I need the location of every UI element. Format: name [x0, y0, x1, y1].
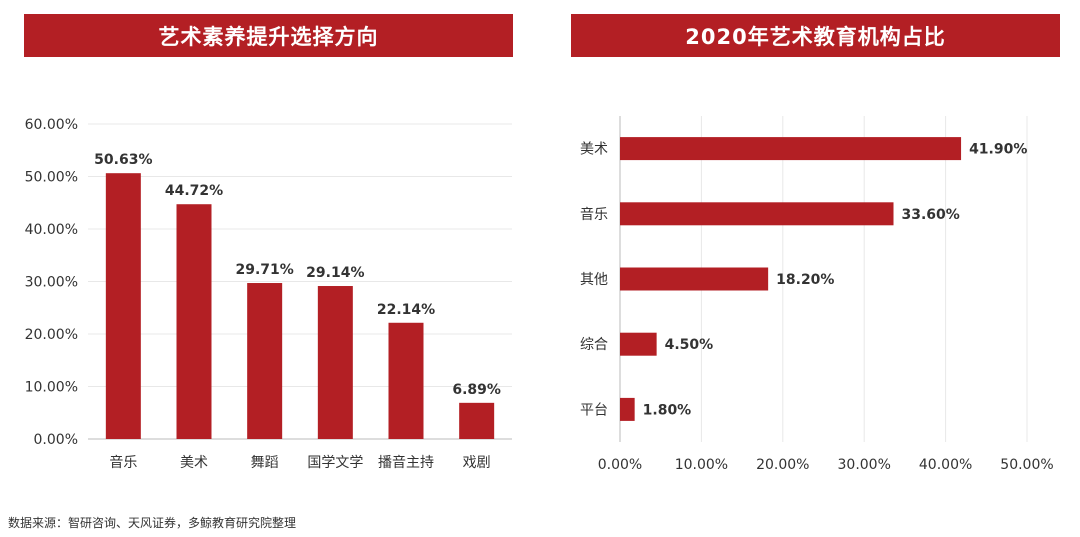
- hbar-5: [620, 397, 635, 421]
- y-category-label: 综合: [580, 337, 608, 353]
- x-category-label: 播音主持: [378, 454, 434, 471]
- y-tick-label: 50.00%: [25, 170, 78, 186]
- x-tick-label: 10.00%: [675, 457, 728, 473]
- y-tick-label: 20.00%: [25, 327, 78, 343]
- bar-value-label: 22.14%: [377, 302, 435, 318]
- hbar-value-label: 18.20%: [776, 272, 834, 288]
- y-category-label: 其他: [580, 272, 608, 288]
- hbar-value-label: 41.90%: [969, 142, 1027, 158]
- x-category-label: 戏剧: [463, 455, 491, 471]
- bar-value-label: 44.72%: [165, 183, 223, 199]
- x-tick-label: 0.00%: [598, 457, 642, 473]
- x-tick-label: 40.00%: [919, 457, 972, 473]
- bar-value-label: 50.63%: [94, 152, 152, 168]
- hbar-1: [620, 137, 962, 161]
- x-category-label: 舞蹈: [251, 455, 279, 471]
- hbar-value-label: 4.50%: [665, 337, 714, 353]
- bar-1: [105, 173, 141, 439]
- x-category-label: 美术: [180, 455, 208, 471]
- bar-value-label: 29.71%: [236, 262, 294, 278]
- data-source-note: 数据来源：智研咨询、天风证券，多鲸教育研究院整理: [8, 516, 297, 530]
- hbar-4: [620, 332, 657, 356]
- y-tick-label: 60.00%: [25, 117, 78, 133]
- bar-value-label: 29.14%: [306, 265, 364, 281]
- y-category-label: 平台: [580, 402, 608, 418]
- bar-2: [176, 204, 212, 439]
- x-category-label: 音乐: [109, 454, 137, 471]
- left-chart-title: 艺术素养提升选择方向: [24, 14, 513, 57]
- hbar-2: [620, 202, 894, 226]
- y-tick-label: 30.00%: [25, 275, 78, 291]
- y-category-label: 音乐: [580, 206, 608, 223]
- x-tick-label: 30.00%: [838, 457, 891, 473]
- x-category-label: 国学文学: [307, 455, 363, 471]
- x-tick-label: 20.00%: [756, 457, 809, 473]
- y-tick-label: 10.00%: [25, 380, 78, 396]
- bar-4: [317, 286, 353, 439]
- y-category-label: 美术: [580, 142, 608, 158]
- bar-6: [459, 402, 495, 439]
- right-chart-title: 2020年艺术教育机构占比: [571, 14, 1060, 57]
- y-tick-label: 40.00%: [25, 222, 78, 238]
- x-tick-label: 50.00%: [1000, 457, 1053, 473]
- y-tick-label: 0.00%: [34, 432, 78, 448]
- hbar-value-label: 33.60%: [902, 207, 960, 223]
- bar-value-label: 6.89%: [452, 382, 501, 398]
- bar-3: [247, 283, 283, 439]
- hbar-value-label: 1.80%: [643, 402, 692, 418]
- hbar-3: [620, 267, 769, 291]
- bar-5: [388, 322, 424, 439]
